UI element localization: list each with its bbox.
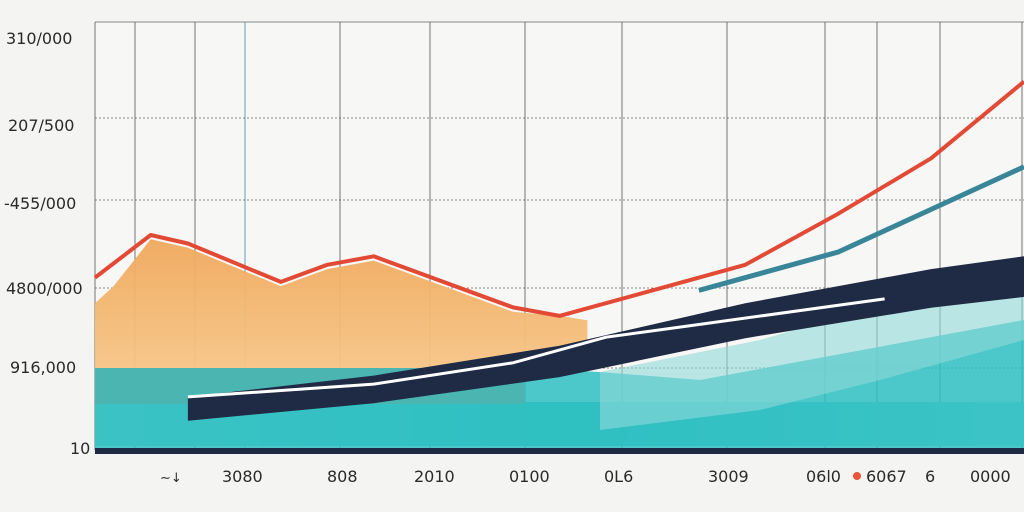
y-tick-label: 310/000	[6, 29, 72, 48]
y-tick-label: 4800/000	[6, 279, 83, 298]
x-axis-line	[95, 448, 1024, 454]
x-tick-label: 0L6	[604, 467, 633, 486]
x-tick-label: 808	[327, 467, 358, 486]
light-teal-wedge	[600, 270, 1024, 430]
x-tick-label: 3009	[708, 467, 749, 486]
y-tick-label: 916,000	[10, 358, 76, 377]
x-tick-label: 0000	[970, 467, 1011, 486]
x-tick-label: 6	[925, 467, 935, 486]
x-tick-label: 06l0	[806, 467, 841, 486]
teal-area	[95, 320, 1024, 450]
x-tick-label: 2010	[414, 467, 455, 486]
x-tick-label: 0100	[509, 467, 550, 486]
y-axis-ticks: 310/000 207/500 -455/000 4800/000 916,00…	[4, 29, 90, 458]
x-tick-small: ∼↓	[160, 471, 182, 486]
steel-line	[698, 164, 1024, 293]
white-line	[187, 297, 885, 399]
red-line	[93, 80, 1024, 318]
legend-marker	[853, 472, 861, 480]
y-tick-label: 207/500	[8, 116, 74, 135]
y-tick-label: 10	[70, 439, 90, 458]
orange-area	[95, 239, 588, 368]
x-axis-ticks: ∼↓ 3080 808 2010 0100 0L6 3009 06l0 6067…	[160, 467, 1011, 486]
y-tick-label: -455/000	[4, 194, 76, 213]
x-tick-label: 3080	[222, 467, 263, 486]
x-tick-label: 6067	[866, 467, 907, 486]
